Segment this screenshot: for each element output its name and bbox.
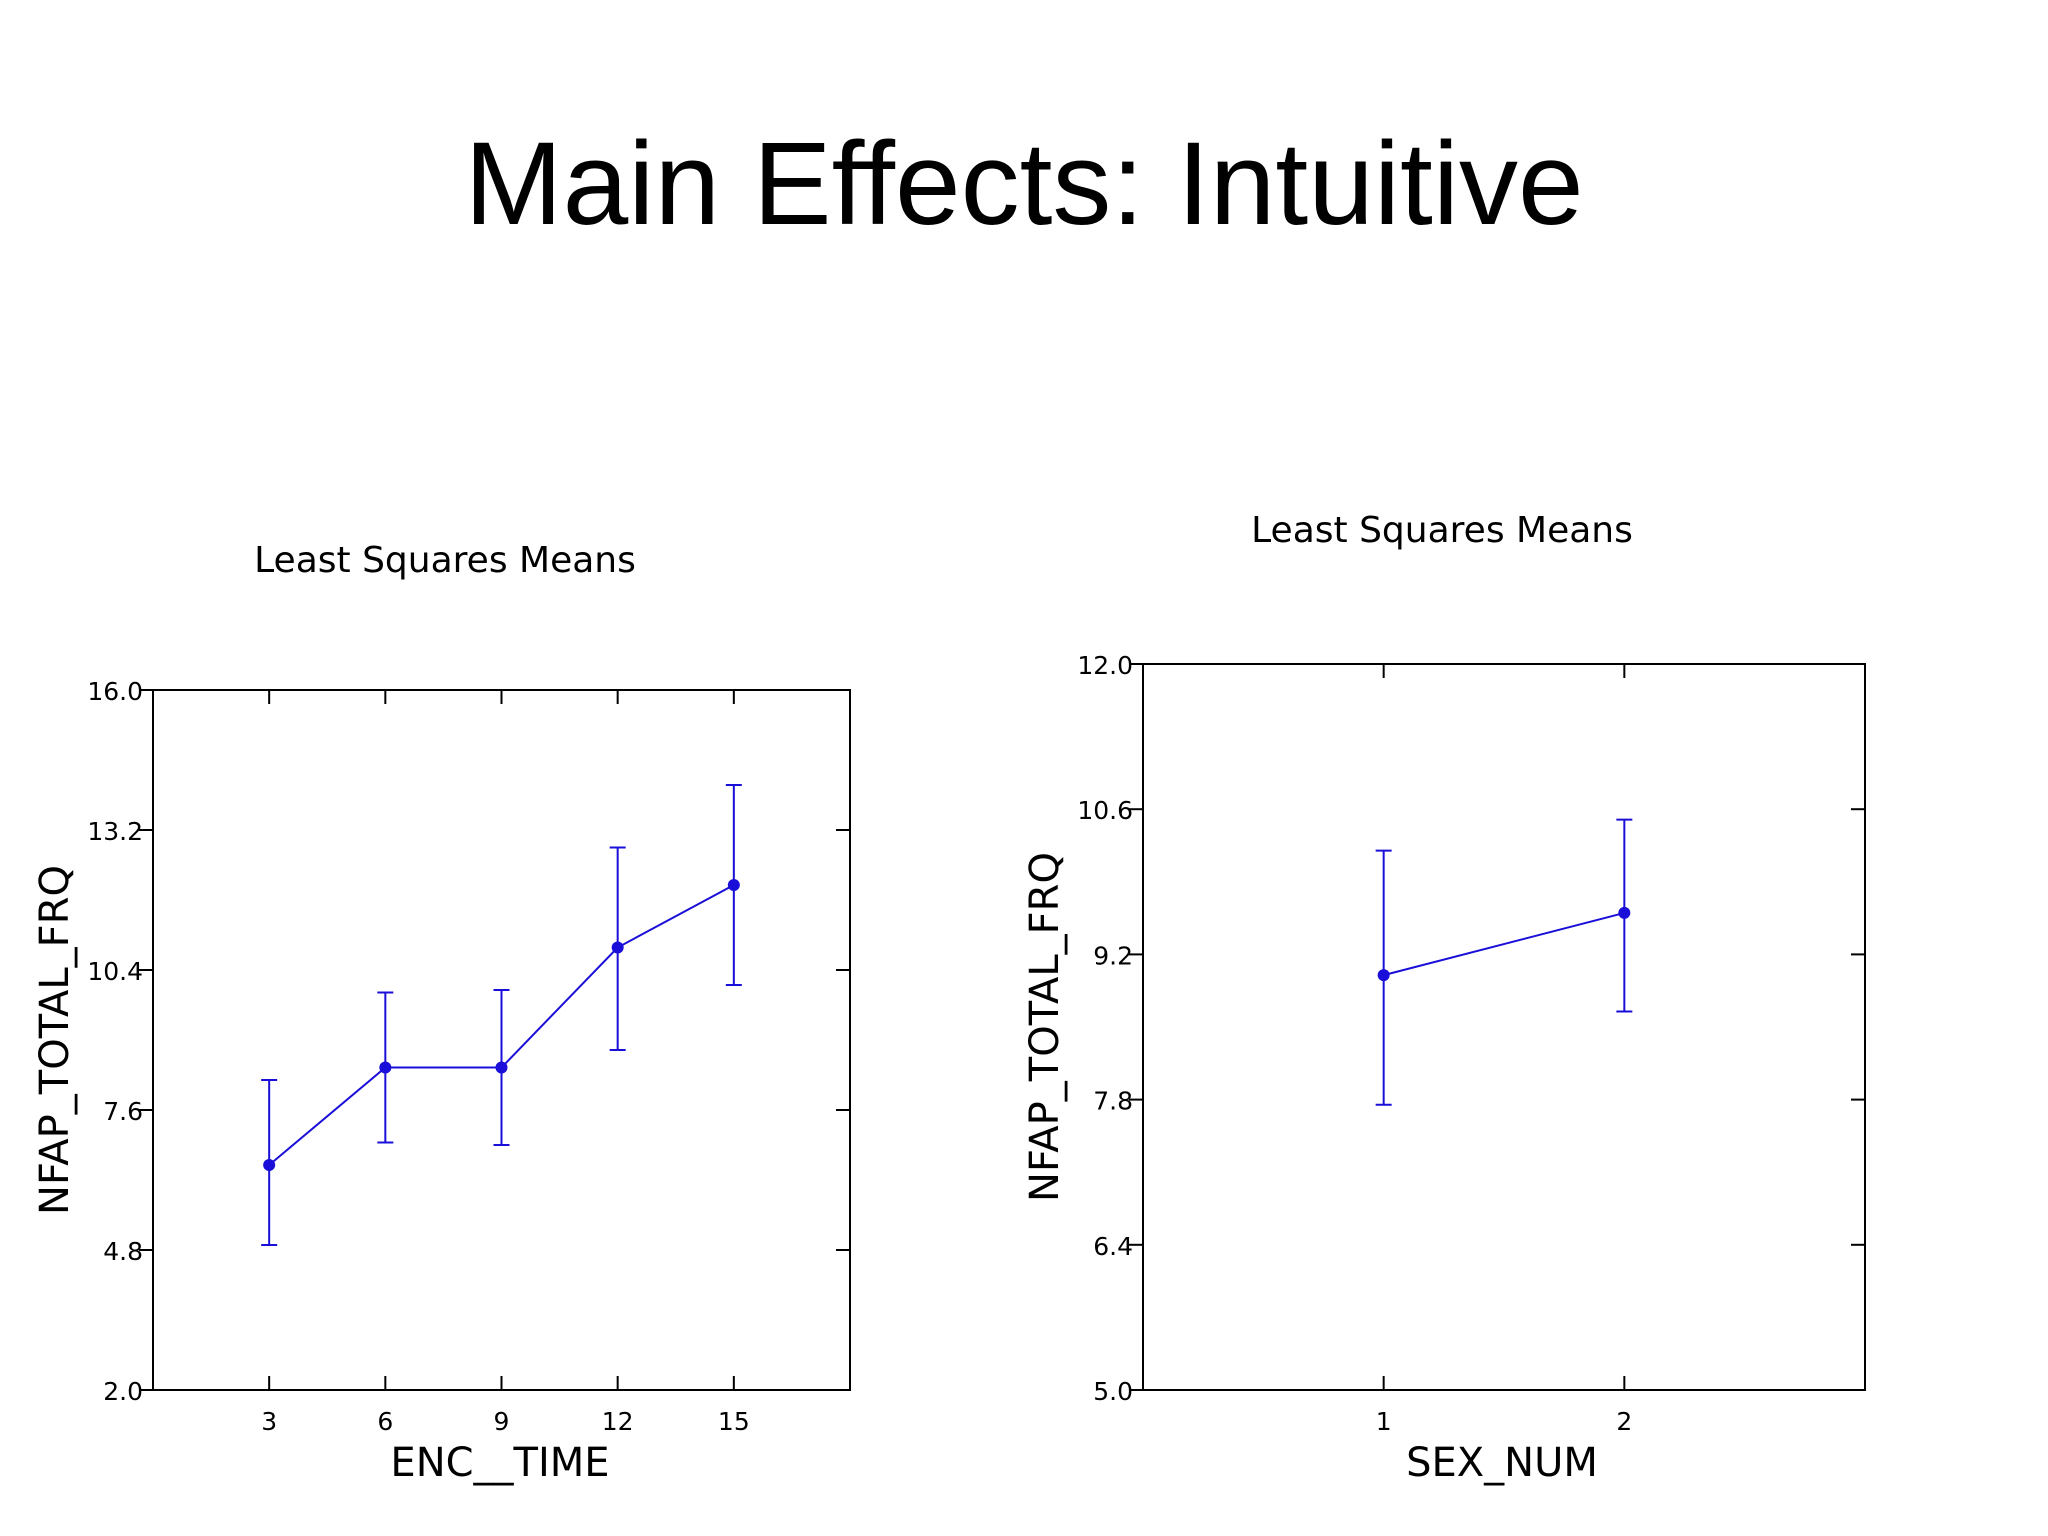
right-series-line — [1383, 911, 1625, 977]
chart-title-right: Least Squares Means — [1251, 510, 1633, 551]
right-data-point — [1377, 969, 1390, 982]
left-ytick-label: 13.2 — [87, 817, 143, 846]
left-ytick-label: 7.6 — [103, 1097, 143, 1126]
left-x-axis-label: ENC__TIME — [390, 1440, 609, 1486]
right-ytick-label: 7.8 — [1093, 1087, 1133, 1116]
left-ytick-label: 10.4 — [87, 957, 143, 986]
right-ytick-label: 6.4 — [1093, 1232, 1133, 1261]
left-xtick-label: 9 — [494, 1407, 510, 1436]
chart-title-left: Least Squares Means — [254, 540, 636, 581]
left-data-point — [379, 1061, 392, 1074]
left-data-point — [263, 1159, 276, 1171]
right-data-point — [1618, 906, 1631, 919]
right-plot-frame — [1142, 663, 1866, 1391]
left-ytick-label: 16.0 — [87, 677, 143, 706]
left-ytick-label: 4.8 — [103, 1237, 143, 1266]
left-data-point — [727, 879, 740, 891]
right-ytick-label: 9.2 — [1093, 941, 1133, 970]
slide-title: Main Effects: Intuitive — [464, 118, 1584, 250]
left-xtick-label: 6 — [377, 1407, 393, 1436]
left-data-point — [611, 941, 624, 954]
left-xtick-label: 3 — [261, 1407, 277, 1436]
left-ytick-label: 2.0 — [103, 1377, 143, 1406]
left-y-axis-label: NFAP_TOTAL_FRQ — [32, 865, 78, 1215]
right-ytick-label: 10.6 — [1077, 796, 1133, 825]
left-data-point — [495, 1061, 508, 1074]
right-ytick-label: 5.0 — [1093, 1377, 1133, 1406]
right-x-axis-label: SEX_NUM — [1406, 1440, 1598, 1486]
right-xtick-label: 1 — [1376, 1407, 1392, 1436]
right-xtick-label: 2 — [1616, 1407, 1632, 1436]
right-y-axis-label: NFAP_TOTAL_FRQ — [1022, 852, 1068, 1202]
left-xtick-label: 15 — [718, 1407, 750, 1436]
right-ytick-label: 12.0 — [1077, 651, 1133, 680]
left-xtick-label: 12 — [602, 1407, 634, 1436]
